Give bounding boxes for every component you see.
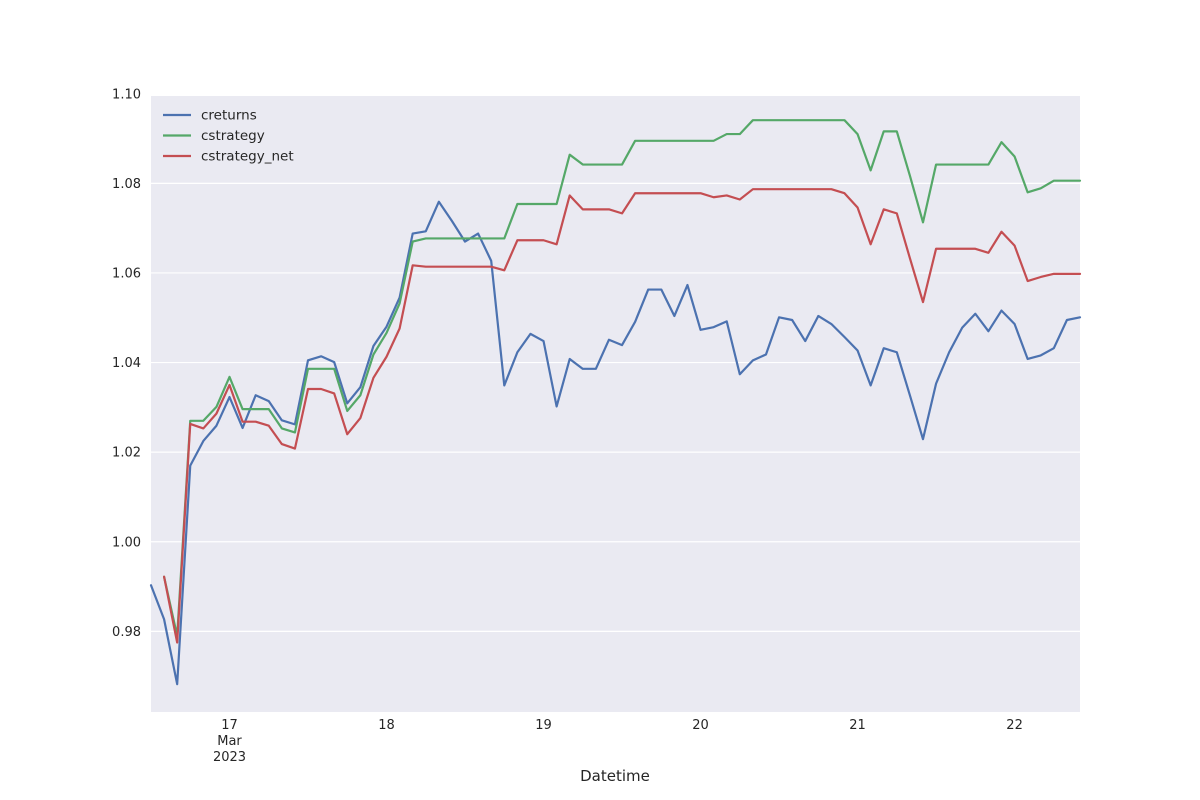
y-tick-label: 1.00 (112, 535, 141, 550)
x-tick-label: 21 (849, 718, 866, 733)
plot-area (151, 96, 1080, 712)
y-tick-label: 1.02 (112, 446, 141, 461)
y-tick-label: 0.98 (112, 625, 141, 640)
y-axis: 0.98 1.00 1.02 1.04 1.06 1.08 1.10 (112, 87, 141, 640)
x-tick-label: 20 (692, 718, 709, 733)
series-line-cstrategy (162, 119, 1082, 637)
series-line-cstrategy-net (162, 188, 1082, 644)
x-axis-title: Datetime (580, 767, 650, 785)
legend: creturns cstrategy cstrategy_net (163, 108, 294, 165)
x-tick-label: 17 Mar 2023 (213, 718, 246, 765)
legend-label: cstrategy_net (201, 149, 294, 165)
y-tick-label: 1.04 (112, 356, 141, 371)
series-lines (149, 119, 1082, 686)
y-tick-label: 1.08 (112, 177, 141, 192)
legend-label: creturns (201, 108, 257, 124)
gridlines (151, 93, 1080, 632)
x-tick-label: 19 (535, 718, 552, 733)
legend-label: cstrategy (201, 128, 265, 144)
x-tick-label: 22 (1006, 718, 1023, 733)
series-line-creturns (149, 200, 1082, 686)
x-axis: 17 Mar 2023 18 19 20 21 22 (213, 718, 1023, 765)
x-tick-label: 18 (378, 718, 395, 733)
y-tick-label: 1.10 (112, 87, 141, 102)
y-tick-label: 1.06 (112, 266, 141, 281)
